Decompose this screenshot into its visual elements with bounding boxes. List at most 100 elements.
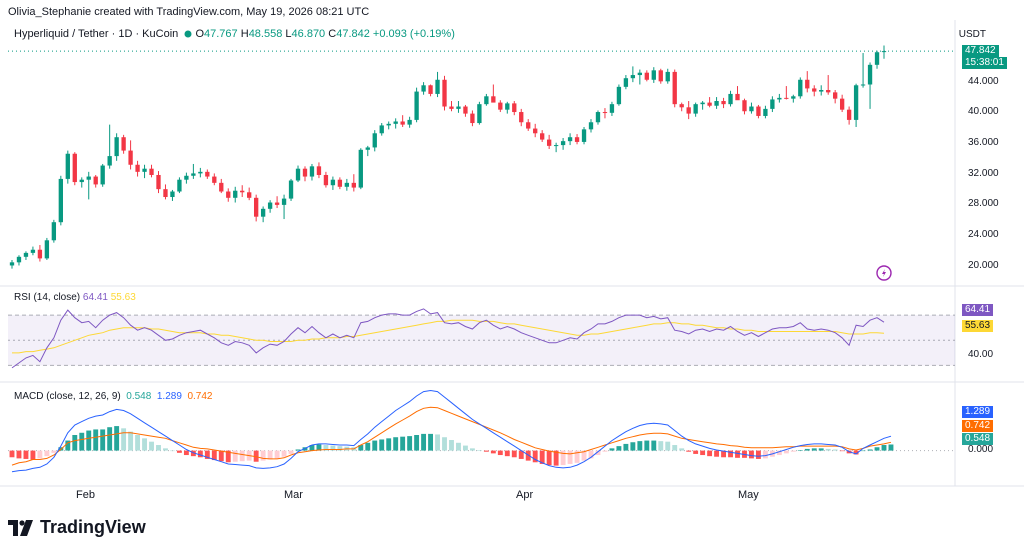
- macd-histogram-bar: [44, 450, 50, 457]
- flash-icon[interactable]: [876, 265, 892, 281]
- macd-legend-signal: 0.742: [187, 391, 213, 402]
- candle-body: [205, 171, 210, 177]
- candle: [156, 171, 161, 194]
- candle-body: [407, 119, 412, 125]
- candle: [526, 119, 531, 131]
- macd-histogram-bar: [372, 440, 378, 451]
- open-value: 47.767: [204, 28, 238, 40]
- candle-body: [546, 139, 552, 146]
- candle: [37, 245, 43, 262]
- candle-body: [288, 180, 294, 199]
- candle: [693, 102, 698, 117]
- candle: [581, 126, 587, 145]
- macd-histogram-bar: [560, 450, 566, 466]
- candle-body: [330, 179, 336, 186]
- candle: [400, 115, 405, 127]
- tradingview-logo[interactable]: TradingView: [8, 517, 146, 538]
- candle: [316, 162, 322, 179]
- macd-histogram-bar: [832, 449, 838, 451]
- candle-body: [588, 122, 594, 130]
- candle: [777, 93, 782, 103]
- candle: [819, 85, 824, 96]
- candle-body: [253, 197, 259, 217]
- candle: [351, 174, 356, 192]
- candle-body: [337, 179, 343, 187]
- candle: [602, 108, 608, 119]
- rsi-value-badge: 64.41: [962, 304, 994, 316]
- macd-histogram-bar: [9, 450, 15, 458]
- candle: [867, 62, 873, 109]
- candle: [337, 177, 343, 190]
- rsi-band-background: [8, 315, 955, 366]
- tradingview-logo-text: TradingView: [40, 517, 146, 537]
- candle: [407, 116, 412, 128]
- macd-histogram-bar: [658, 441, 664, 451]
- macd-histogram-bar: [469, 448, 475, 451]
- candle: [707, 97, 712, 108]
- candle-body: [867, 64, 873, 85]
- macd-histogram-bar: [149, 441, 154, 451]
- candle: [595, 110, 601, 125]
- candle: [672, 69, 677, 108]
- macd-histogram-bar: [888, 444, 894, 451]
- macd-histogram-bar: [623, 443, 629, 451]
- candle: [553, 142, 559, 153]
- macd-histogram-bar: [365, 442, 371, 451]
- candle-body: [372, 133, 377, 148]
- candle-body: [630, 75, 636, 79]
- low-value: 46.870: [291, 28, 326, 40]
- candle: [281, 194, 287, 220]
- macd-histogram-bar: [400, 436, 406, 451]
- candle: [546, 134, 552, 150]
- macd-histogram-bar: [735, 450, 740, 458]
- macd-histogram-bar: [721, 450, 726, 458]
- close-label: C: [328, 28, 337, 40]
- candle-body: [505, 103, 510, 110]
- candle: [421, 82, 426, 95]
- macd-histogram-bar: [707, 450, 713, 457]
- candle: [386, 121, 391, 130]
- macd-histogram-bar: [121, 428, 127, 451]
- candle-body: [44, 240, 50, 259]
- candle-body: [853, 85, 859, 120]
- rsi-ma-badge: 55.63: [962, 320, 994, 332]
- macd-histogram-bar: [163, 448, 168, 451]
- rsi-axis-label: 40.00: [968, 349, 994, 360]
- candle-body: [602, 112, 608, 114]
- macd-histogram-bar: [755, 450, 761, 459]
- candle-body: [749, 106, 754, 112]
- price-axis-label-36: 36.000: [968, 137, 999, 148]
- candle: [630, 66, 636, 83]
- macd-legend-macd: 1.289: [156, 391, 182, 402]
- candle: [121, 134, 126, 154]
- macd-histogram-bar: [825, 448, 831, 451]
- candle-body: [100, 165, 105, 185]
- candle: [770, 96, 775, 113]
- macd-histogram-bar: [609, 448, 615, 451]
- macd-histogram-bar: [393, 437, 399, 451]
- symbol-title: Hyperliquid / Tether · 1D · KuCoin: [14, 28, 179, 40]
- change-value: +0.093 (+0.19%): [372, 28, 455, 40]
- candle: [30, 246, 36, 256]
- macd-histogram-bar: [86, 430, 92, 451]
- candle-body: [881, 51, 887, 53]
- macd-histogram-bar: [546, 450, 552, 466]
- candle-body: [798, 79, 803, 97]
- candle: [540, 130, 545, 142]
- candle-body: [37, 249, 43, 259]
- macd-histogram-bar: [218, 450, 224, 462]
- candle-body: [184, 175, 189, 180]
- rsi-ma-line: [12, 319, 885, 354]
- candle: [253, 194, 259, 222]
- candle: [588, 119, 594, 133]
- candle-body: [51, 222, 57, 241]
- macd-signal-badge: 0.742: [962, 420, 994, 432]
- candle-body: [393, 121, 398, 124]
- candle-body: [79, 179, 84, 183]
- candle: [763, 105, 768, 119]
- high-value: 48.558: [248, 28, 283, 40]
- price-axis-label-28: 28.000: [968, 198, 999, 209]
- candle: [791, 94, 796, 103]
- candle: [149, 164, 154, 178]
